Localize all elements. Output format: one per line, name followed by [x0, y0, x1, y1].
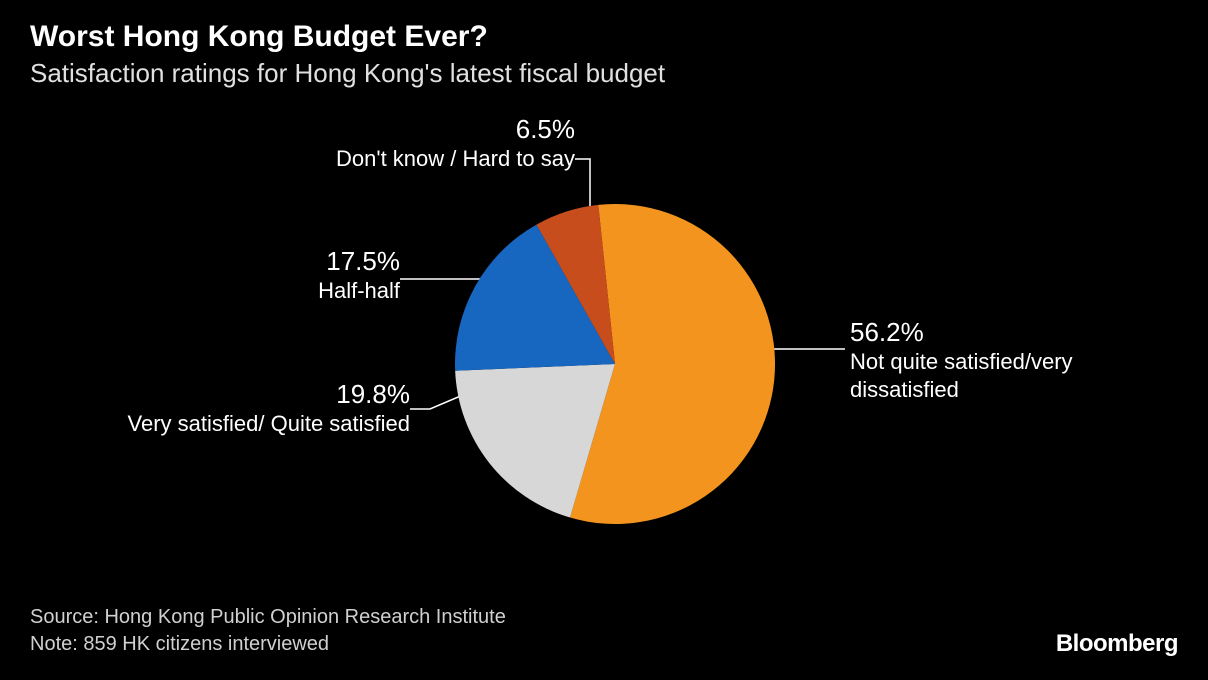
desc-half: Half-half [100, 277, 400, 305]
label-dontknow: 6.5% Don't know / Hard to say [100, 114, 575, 173]
pct-dissatisfied: 56.2% [850, 317, 1160, 348]
note-text: Note: 859 HK citizens interviewed [30, 631, 1178, 658]
pie-svg [450, 199, 780, 529]
pie-chart: 6.5% Don't know / Hard to say 17.5% Half… [30, 99, 1178, 549]
pct-dontknow: 6.5% [100, 114, 575, 145]
desc-satisfied: Very satisfied/ Quite satisfied [50, 410, 410, 438]
label-dissatisfied: 56.2% Not quite satisfied/very dissatisf… [850, 317, 1160, 403]
desc-dontknow: Don't know / Hard to say [100, 145, 575, 173]
pct-half: 17.5% [100, 246, 400, 277]
source-text: Source: Hong Kong Public Opinion Researc… [30, 604, 1178, 631]
label-half: 17.5% Half-half [100, 246, 400, 305]
label-satisfied: 19.8% Very satisfied/ Quite satisfied [50, 379, 410, 438]
brand-logo: Bloomberg [1056, 630, 1178, 658]
chart-title: Worst Hong Kong Budget Ever? [30, 20, 1178, 54]
desc-dissatisfied: Not quite satisfied/very dissatisfied [850, 348, 1160, 403]
chart-subtitle: Satisfaction ratings for Hong Kong's lat… [30, 58, 1178, 89]
pct-satisfied: 19.8% [50, 379, 410, 410]
